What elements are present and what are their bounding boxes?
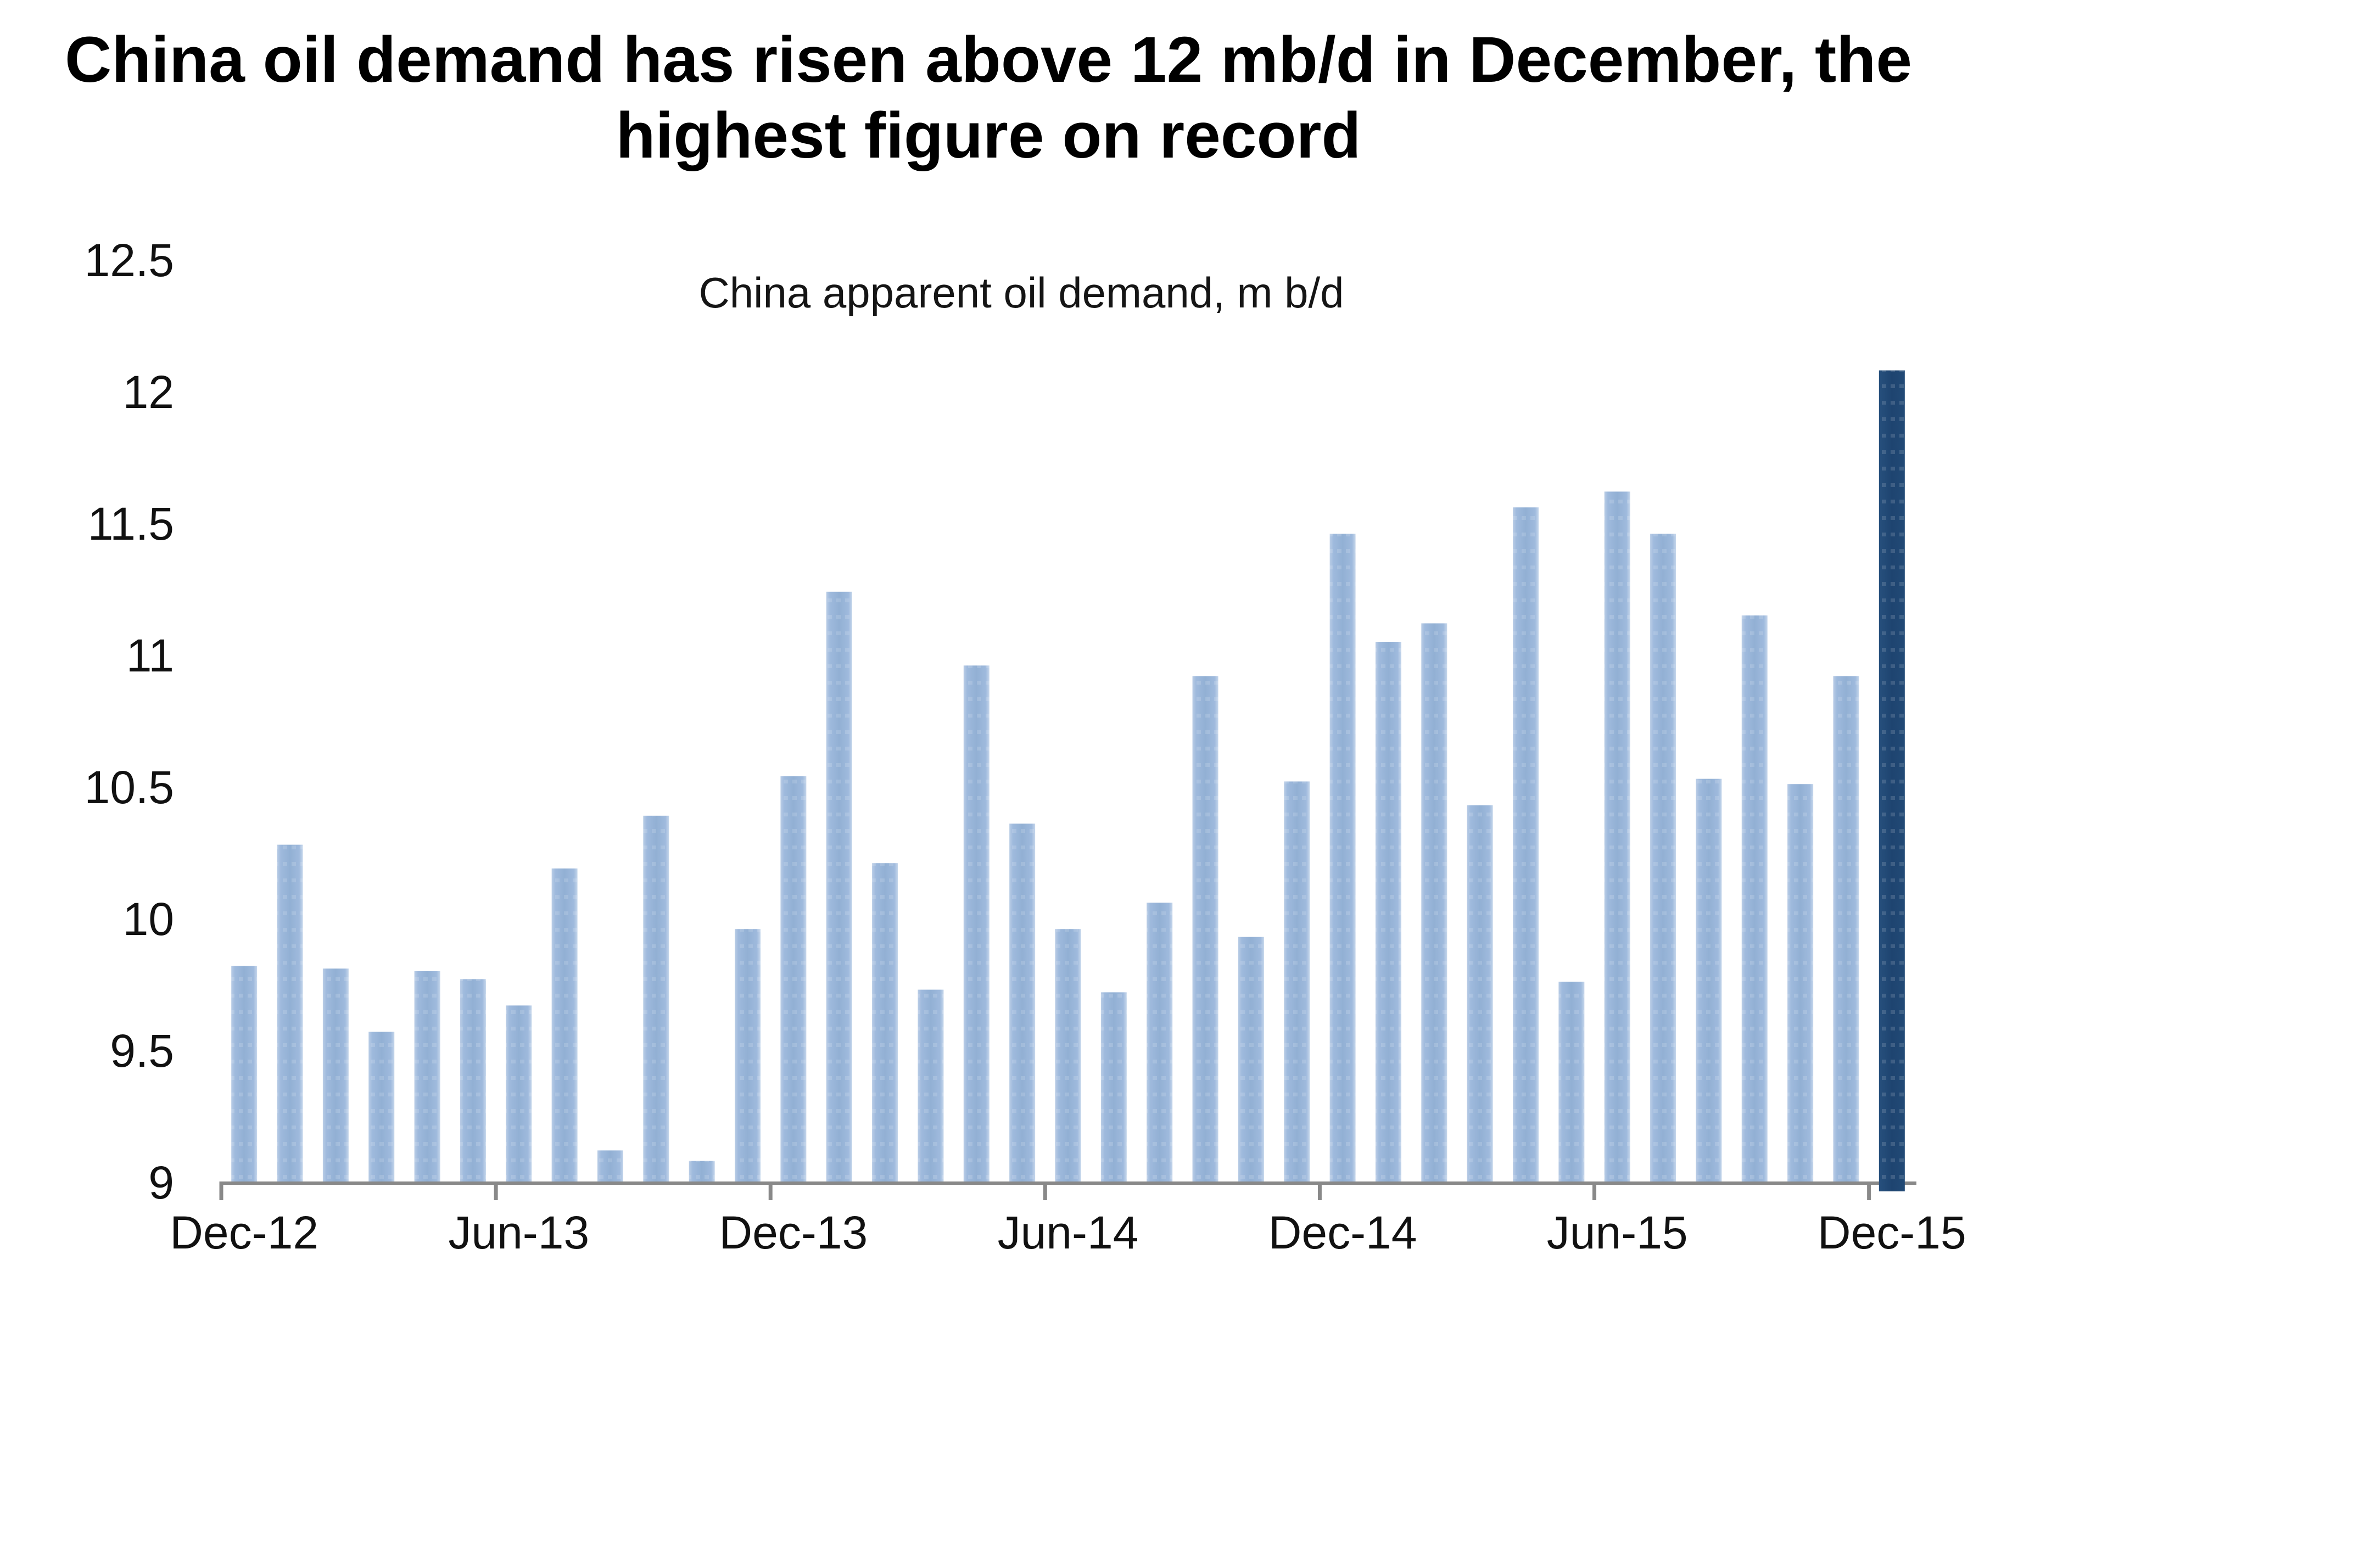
y-tick-label: 11 [126,630,174,681]
bar-texture [780,776,807,1185]
bar-texture [1375,642,1401,1185]
y-tick-label: 10.5 [85,761,175,813]
bar-texture [1513,507,1539,1185]
x-tick-label: Dec-13 [719,1207,868,1258]
bar-texture [1741,615,1768,1185]
x-tick-label: Dec-12 [170,1207,318,1258]
bar-texture [872,863,898,1185]
x-tick-label: Jun-13 [448,1207,589,1258]
bar-texture [1100,992,1127,1185]
bar-texture [1787,784,1814,1185]
bar-texture [322,968,349,1185]
bar-texture [551,868,578,1185]
bar-texture [506,1005,532,1185]
bar-texture [1833,676,1859,1185]
bar-texture [1147,903,1173,1185]
bar-texture [460,979,486,1185]
title-line-1: China oil demand has risen above 12 mb/d… [65,24,1912,96]
y-tick-label: 11.5 [88,498,174,550]
bar-texture [1284,781,1310,1185]
bar-texture [1238,937,1264,1185]
x-tick-label: Dec-14 [1268,1207,1417,1258]
bar-texture [1467,805,1493,1185]
bar-texture [1650,534,1676,1185]
bar-texture [277,844,303,1185]
bar-texture [1696,779,1722,1185]
bar-texture [597,1150,623,1185]
title-line-2: highest figure on record [616,99,1361,172]
x-tick-label: Jun-15 [1547,1207,1688,1258]
plot-area [219,370,1916,1200]
bar-texture [1192,676,1218,1185]
bar-texture [1009,824,1036,1185]
bar-texture [689,1161,715,1185]
bar-texture [231,966,258,1185]
y-tick-label: 10 [123,893,174,945]
bar-texture [1604,491,1630,1185]
y-tick-label: 9.5 [110,1025,174,1077]
bar-texture [826,591,852,1185]
y-tick-label: 12 [123,366,174,418]
bar-texture [643,815,669,1185]
chart-subtitle: China apparent oil demand, m b/d [698,268,1344,317]
bar-texture [1055,929,1081,1185]
y-tick-label: 12.5 [85,234,175,286]
x-tick-label: Jun-14 [998,1207,1139,1258]
bar-texture [1421,623,1447,1185]
bar-texture [414,971,440,1185]
bar-texture [368,1032,395,1185]
bar-texture [963,665,990,1185]
x-tick-label: Dec-15 [1818,1207,1966,1258]
y-tick-label: 9 [148,1157,174,1208]
chart-title: China oil demand has risen above 12 mb/d… [49,22,1927,173]
bar-texture [1329,534,1356,1185]
bar-texture [735,929,761,1185]
bar-texture [918,989,944,1185]
bar-texture [1558,982,1585,1185]
highlight-bar-texture [1879,370,1905,1191]
